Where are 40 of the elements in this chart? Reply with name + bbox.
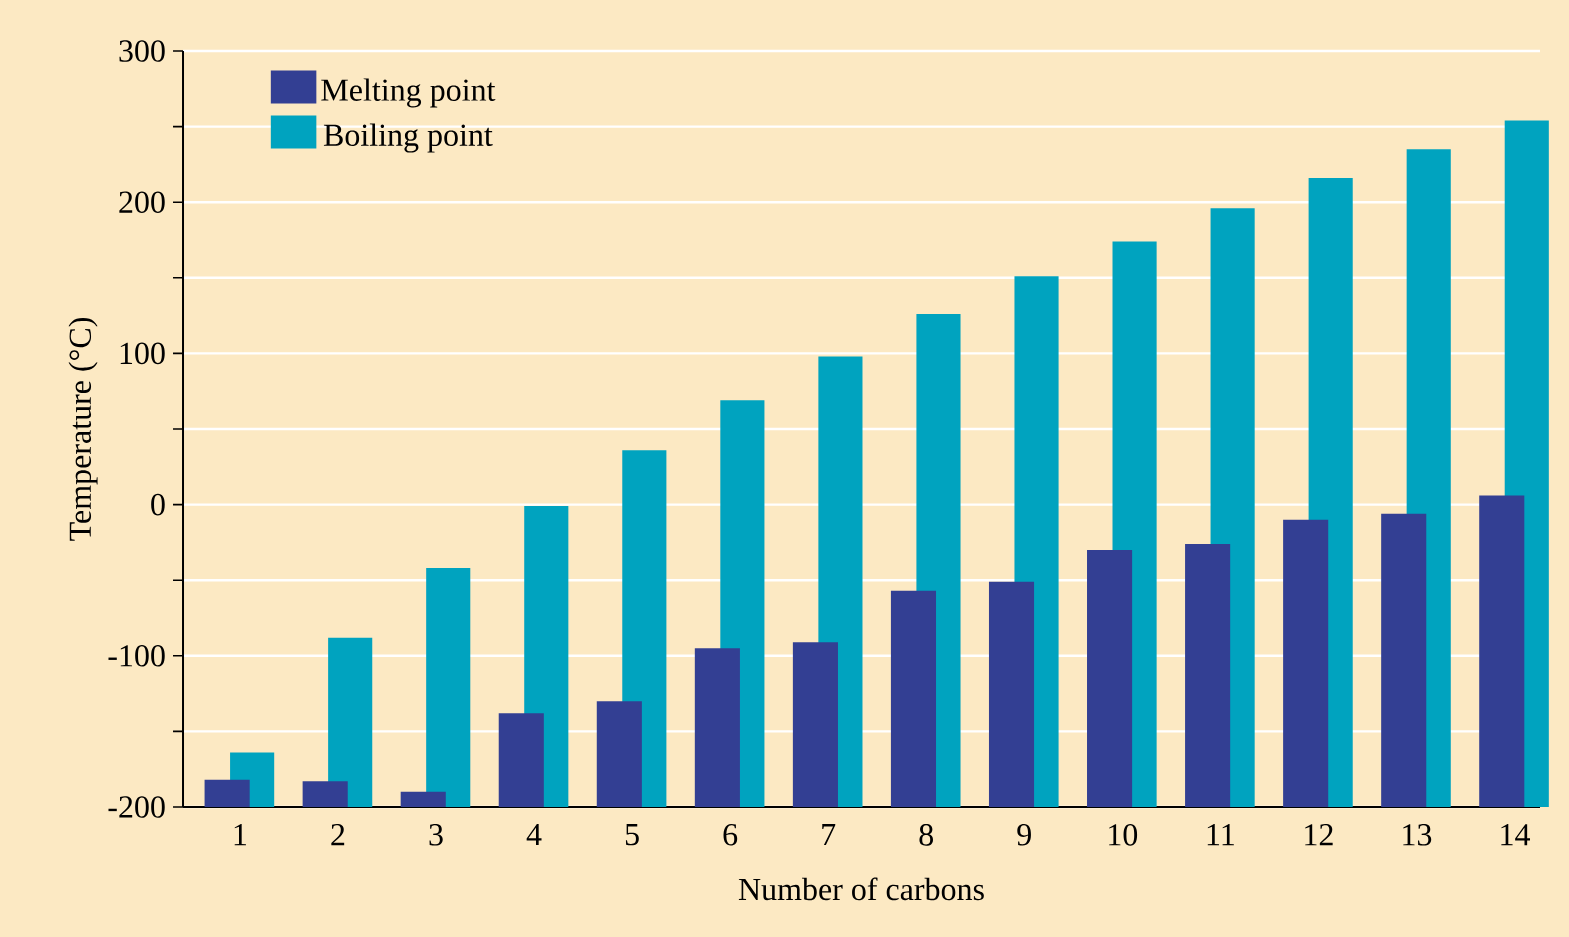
y-axis-title: Temperature (°C) bbox=[68, 318, 98, 541]
legend-label: Boiling point bbox=[323, 123, 493, 153]
bar bbox=[792, 642, 838, 807]
y-tick-label: -100 bbox=[108, 645, 165, 667]
bar bbox=[1087, 549, 1133, 807]
x-tick-label: 8 bbox=[919, 824, 933, 846]
x-tick-label: 12 bbox=[1305, 824, 1333, 846]
x-tick-label: 4 bbox=[526, 824, 542, 846]
y-tick-label: -200 bbox=[108, 796, 165, 818]
x-tick-label: 13 bbox=[1403, 824, 1432, 846]
x-tick-label: 7 bbox=[822, 824, 836, 846]
x-tick-label: 1 bbox=[234, 824, 246, 846]
legend-label: Melting point bbox=[321, 78, 496, 108]
y-tick-label: 0 bbox=[151, 493, 165, 516]
bar bbox=[426, 568, 471, 807]
bar bbox=[1283, 519, 1329, 807]
bar bbox=[498, 713, 544, 807]
x-tick-label: 10 bbox=[1109, 824, 1138, 846]
bar bbox=[1479, 495, 1525, 807]
x-tick-label: 3 bbox=[429, 824, 443, 846]
bar bbox=[988, 581, 1035, 807]
bar bbox=[1185, 543, 1231, 807]
bar bbox=[302, 781, 348, 807]
bar bbox=[694, 648, 740, 807]
bar bbox=[1381, 513, 1427, 807]
y-tick-label: 100 bbox=[120, 342, 165, 365]
y-tick-label: 200 bbox=[119, 191, 165, 213]
x-tick-label: 11 bbox=[1207, 824, 1234, 846]
bar bbox=[204, 779, 250, 807]
x-axis-title: Number of carbons bbox=[738, 877, 984, 901]
x-tick-label: 6 bbox=[723, 824, 738, 846]
bar bbox=[328, 637, 373, 807]
x-tick-label: 5 bbox=[625, 824, 639, 846]
bar bbox=[400, 791, 446, 807]
x-tick-label: 2 bbox=[331, 824, 345, 846]
x-tick-label: 14 bbox=[1501, 824, 1531, 846]
bar bbox=[596, 701, 642, 807]
bar bbox=[890, 590, 937, 807]
y-tick-label: 300 bbox=[119, 40, 165, 62]
x-tick-label: 9 bbox=[1017, 824, 1031, 846]
